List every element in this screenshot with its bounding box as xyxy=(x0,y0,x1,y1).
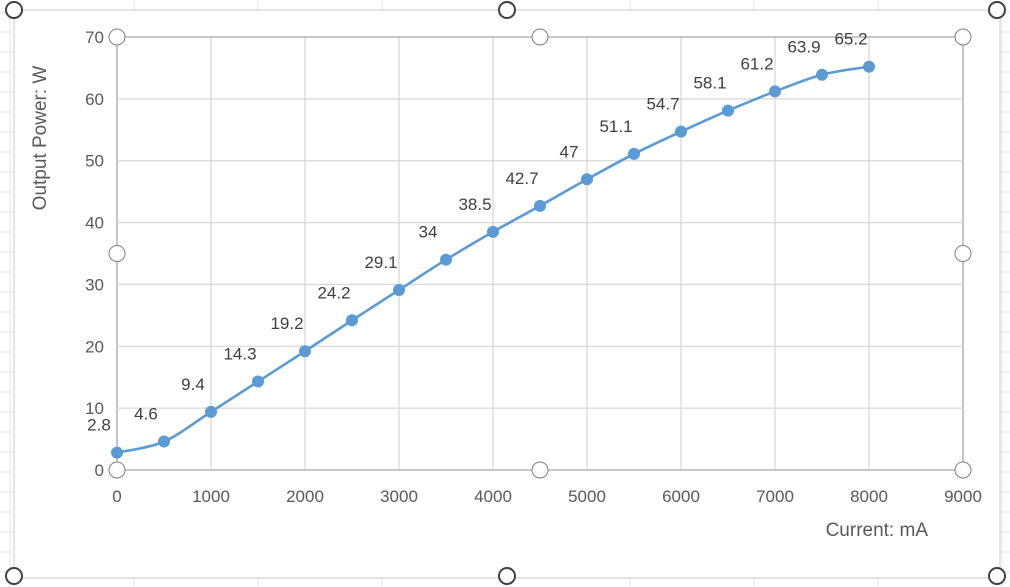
data-label: 19.2 xyxy=(270,314,303,333)
resize-handle xyxy=(498,567,516,585)
data-point xyxy=(675,125,687,138)
data-label: 29.1 xyxy=(364,253,397,272)
data-point xyxy=(816,68,828,81)
data-point xyxy=(722,104,734,117)
y-tick-label: 60 xyxy=(85,90,104,109)
x-tick-label: 1000 xyxy=(192,487,230,506)
data-point xyxy=(252,375,264,388)
data-point xyxy=(158,435,170,448)
data-label: 9.4 xyxy=(181,375,205,394)
data-label: 47 xyxy=(560,142,579,161)
y-axis-title: Output Power: W xyxy=(30,66,51,211)
data-label: 58.1 xyxy=(693,74,726,93)
y-tick-label: 0 xyxy=(95,461,104,480)
x-axis-title: Current: mA xyxy=(826,520,929,541)
data-point xyxy=(440,253,452,266)
data-label: 4.6 xyxy=(134,405,158,424)
data-point xyxy=(487,225,499,238)
chart-area[interactable] xyxy=(13,9,1001,579)
data-point xyxy=(769,85,781,98)
data-label: 63.9 xyxy=(787,38,820,57)
data-point xyxy=(534,199,546,212)
data-point xyxy=(863,60,875,73)
x-tick-label: 8000 xyxy=(850,487,888,506)
plot-area-handle xyxy=(108,245,126,262)
plot-area-handle xyxy=(531,28,549,46)
x-tick-label: 5000 xyxy=(568,487,606,506)
data-point xyxy=(205,405,217,418)
y-tick-label: 40 xyxy=(85,214,104,233)
data-series[interactable]: 2.8 4.6 9.4 14.3 19.2 24.2 29.1 34 38.5 42.7 47 51.… xyxy=(87,30,875,459)
y-tick-label: 30 xyxy=(85,275,104,294)
data-label: 34 xyxy=(419,223,438,242)
y-tick-label: 50 xyxy=(85,152,104,171)
resize-handle xyxy=(498,1,516,19)
selection-handles xyxy=(5,1,1006,585)
resize-handle xyxy=(5,567,23,585)
data-label: 2.8 xyxy=(87,416,111,435)
data-label: 24.2 xyxy=(317,283,350,302)
plot-area-handle xyxy=(954,245,972,262)
data-label: 54.7 xyxy=(646,95,679,114)
data-label: 42.7 xyxy=(505,169,538,188)
data-label: 51.1 xyxy=(599,117,632,136)
data-label: 14.3 xyxy=(223,345,256,364)
plot-area-handle xyxy=(108,28,126,46)
y-tick-label: 10 xyxy=(85,399,104,418)
plot-area-handle xyxy=(954,28,972,46)
data-point xyxy=(628,147,640,160)
data-point xyxy=(299,345,311,358)
resize-handle xyxy=(988,567,1006,585)
plot-area-handle xyxy=(531,461,549,479)
plot-area-handle xyxy=(108,461,126,479)
data-point xyxy=(346,314,358,327)
data-label: 61.2 xyxy=(740,54,773,73)
x-tick-label: 4000 xyxy=(474,487,512,506)
data-label: 38.5 xyxy=(458,195,491,214)
x-tick-label: 3000 xyxy=(380,487,418,506)
plot-area-handle xyxy=(954,461,972,479)
y-tick-label: 20 xyxy=(85,337,104,356)
data-point xyxy=(581,173,593,186)
x-tick-label: 2000 xyxy=(286,487,324,506)
data-point xyxy=(111,446,123,459)
y-tick-label: 70 xyxy=(85,28,104,47)
x-tick-label: 7000 xyxy=(756,487,794,506)
resize-handle xyxy=(988,1,1006,19)
resize-handle xyxy=(5,1,23,19)
axis-tick-labels: 0 1000 2000 3000 4000 5000 6000 7000 8000 9000 0 10… xyxy=(85,28,982,506)
data-point xyxy=(393,283,405,296)
data-label: 65.2 xyxy=(834,30,867,49)
x-tick-label: 6000 xyxy=(662,487,700,506)
x-tick-label: 9000 xyxy=(944,487,982,506)
x-tick-label: 0 xyxy=(112,487,121,506)
